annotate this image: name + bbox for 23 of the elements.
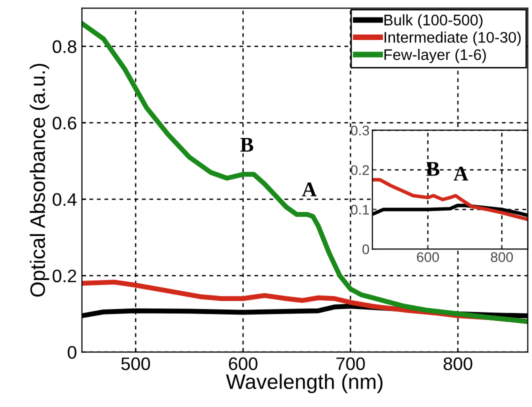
x-axis-title: Wavelength (nm) xyxy=(226,374,382,394)
y-tick-label: 0.2 xyxy=(52,270,76,282)
y-tick-label: 0.3 xyxy=(350,126,370,136)
y-tick-label: 0.1 xyxy=(350,204,369,215)
annotation: B xyxy=(426,162,440,176)
legend-label: Few-layer (1-6) xyxy=(384,48,486,64)
x-tick-label: 800 xyxy=(490,252,513,262)
x-tick-label: 600 xyxy=(228,357,258,370)
y-tick-label: 0.8 xyxy=(52,40,76,54)
y-axis-title: Optical Absorbance (a.u.) xyxy=(30,64,50,297)
x-tick-label: 800 xyxy=(444,357,472,370)
legend-label: Bulk (100-500) xyxy=(384,14,482,28)
y-tick-label: 0 xyxy=(362,244,370,254)
x-tick-label: 600 xyxy=(417,252,439,262)
y-tick-label: 0.4 xyxy=(52,193,77,206)
y-tick-label: 0.2 xyxy=(350,165,369,176)
annotation: A xyxy=(302,182,317,196)
y-tick-label: 0 xyxy=(68,346,76,359)
legend-label: Intermediate (10-30) xyxy=(384,32,521,46)
x-tick-label: 500 xyxy=(121,357,150,370)
y-tick-label: 0.6 xyxy=(52,116,76,130)
annotation: A xyxy=(454,166,468,180)
x-tick-label: 700 xyxy=(336,357,365,370)
